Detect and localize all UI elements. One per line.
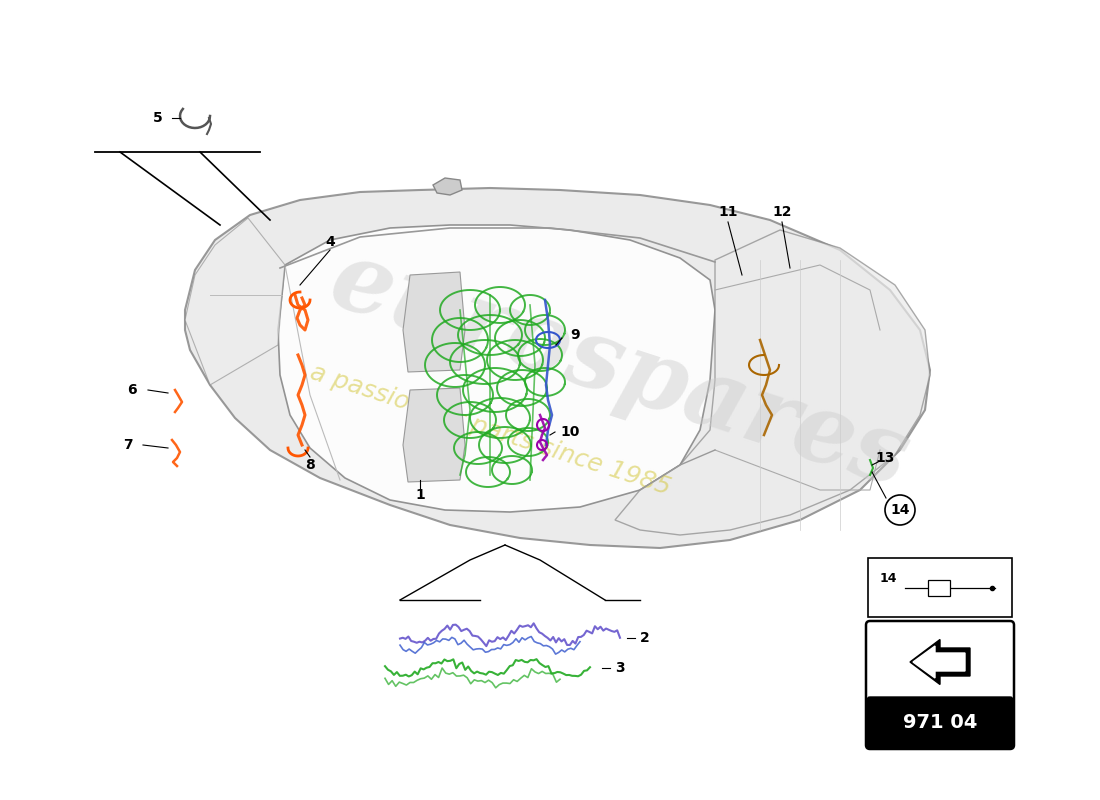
FancyBboxPatch shape — [866, 621, 1014, 749]
Text: 8: 8 — [305, 458, 315, 472]
Text: 12: 12 — [772, 205, 792, 219]
FancyBboxPatch shape — [928, 580, 950, 596]
Text: 7: 7 — [123, 438, 133, 452]
Text: 10: 10 — [560, 425, 580, 439]
Text: 3: 3 — [615, 661, 625, 675]
Text: 971 04: 971 04 — [903, 713, 977, 731]
Polygon shape — [615, 230, 930, 535]
FancyBboxPatch shape — [868, 558, 1012, 617]
Text: 6: 6 — [128, 383, 136, 397]
FancyBboxPatch shape — [867, 697, 1013, 748]
Polygon shape — [433, 178, 462, 195]
Polygon shape — [403, 272, 465, 372]
Text: 9: 9 — [570, 328, 580, 342]
FancyArrow shape — [910, 639, 970, 685]
Text: 14: 14 — [880, 571, 898, 585]
Text: 2: 2 — [640, 631, 650, 645]
Polygon shape — [185, 188, 930, 548]
Text: 13: 13 — [876, 451, 894, 465]
Text: 4: 4 — [326, 235, 334, 249]
Text: 14: 14 — [890, 503, 910, 517]
Text: eurospares: eurospares — [319, 232, 921, 508]
Polygon shape — [278, 225, 715, 512]
Polygon shape — [403, 388, 465, 482]
Text: a passion for parts since 1985: a passion for parts since 1985 — [307, 360, 673, 500]
FancyArrow shape — [913, 646, 965, 678]
Text: 1: 1 — [415, 488, 425, 502]
Polygon shape — [185, 218, 285, 385]
Text: 11: 11 — [718, 205, 738, 219]
Text: 5: 5 — [153, 111, 163, 125]
